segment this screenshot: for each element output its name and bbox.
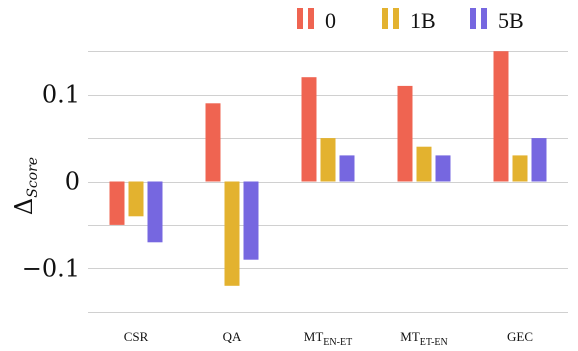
bar-0-0 bbox=[109, 181, 125, 225]
x-tick-label: MTET-EN bbox=[400, 329, 447, 348]
legend-label-0: 0 bbox=[325, 8, 336, 33]
bar-1b-0 bbox=[128, 181, 144, 217]
y-tick-labels: 0.1 0 −0.1 bbox=[22, 81, 80, 283]
bar-0-2 bbox=[301, 77, 317, 182]
legend: 0 1B 5B bbox=[297, 8, 524, 33]
y-tick-label: 0.1 bbox=[42, 81, 80, 109]
x-tick-label: QA bbox=[223, 329, 242, 344]
y-axis-label: ΔScore bbox=[10, 157, 41, 215]
legend-label-5b: 5B bbox=[498, 8, 524, 33]
bar-1b-2 bbox=[320, 138, 336, 182]
legend-swatch-5b bbox=[481, 8, 487, 29]
x-tick-labels: CSR QA MTEN-ET MTET-EN GEC bbox=[124, 329, 533, 348]
legend-swatch-0 bbox=[297, 8, 303, 29]
bar-5b-4 bbox=[531, 138, 547, 182]
bar-0-1 bbox=[205, 103, 221, 182]
bar-0-4 bbox=[493, 51, 509, 182]
y-tick-label: 0 bbox=[65, 168, 80, 196]
y-tick-label: −0.1 bbox=[22, 254, 80, 282]
svg-text:ΔScore: ΔScore bbox=[10, 157, 41, 215]
bar-1b-1 bbox=[224, 181, 240, 286]
bar-5b-1 bbox=[243, 181, 259, 260]
bar-5b-0 bbox=[147, 181, 163, 243]
y-axis-label-main: Δ bbox=[10, 198, 38, 215]
x-tick-label: GEC bbox=[507, 329, 533, 344]
x-tick-label: MTEN-ET bbox=[304, 329, 352, 348]
bar-1b-3 bbox=[416, 146, 432, 182]
bars bbox=[109, 51, 547, 286]
y-axis-label-sub: Score bbox=[25, 157, 41, 198]
legend-swatch-0 bbox=[308, 8, 314, 29]
bar-5b-2 bbox=[339, 155, 355, 182]
bar-5b-3 bbox=[435, 155, 451, 182]
legend-label-1b: 1B bbox=[410, 8, 436, 33]
bar-0-3 bbox=[397, 85, 413, 182]
legend-swatch-1b bbox=[382, 8, 388, 29]
x-tick-label: CSR bbox=[124, 329, 149, 344]
bar-1b-4 bbox=[512, 155, 528, 182]
legend-swatch-5b bbox=[470, 8, 476, 29]
legend-swatch-1b bbox=[393, 8, 399, 29]
